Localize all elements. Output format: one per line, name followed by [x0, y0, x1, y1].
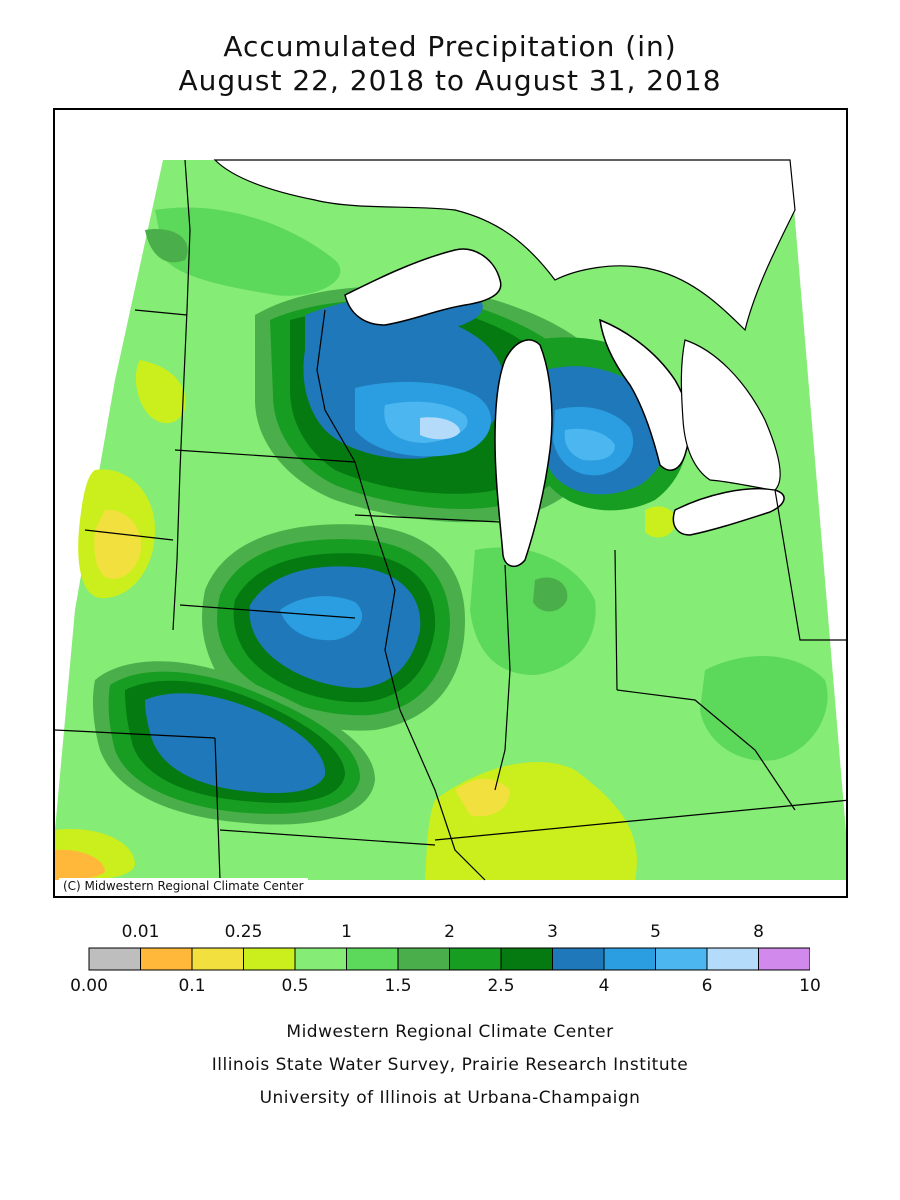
border-mn-wi	[316, 309, 356, 463]
lake-superior	[344, 248, 502, 326]
border-ks-mo	[214, 737, 221, 881]
legend-top-label: 1	[341, 922, 352, 942]
legend-top-label: 0.01	[121, 922, 160, 942]
precip-area-in-green2	[533, 577, 568, 612]
precip-area-sd-yellow2	[94, 509, 142, 579]
border-mo-ky	[399, 709, 486, 881]
precip-area-ne-3	[145, 693, 326, 794]
border-nd-sd	[134, 309, 188, 316]
precip-area-in-green	[470, 547, 596, 675]
precip-area-mi-yellow	[645, 506, 677, 538]
legend-swatch	[706, 947, 759, 971]
map-date-range: August 22, 2018 to August 31, 2018	[178, 64, 722, 97]
lake-erie	[672, 487, 785, 536]
precipitation-map: (C) Midwestern Regional Climate Center	[53, 108, 848, 898]
legend-swatch	[500, 947, 553, 971]
precip-area-lp-5	[564, 428, 615, 461]
border-ia-il	[354, 461, 401, 711]
border-wi-il	[354, 514, 501, 523]
ontario-peninsula	[680, 339, 781, 491]
border-in-oh	[614, 549, 618, 691]
legend-swatch	[88, 947, 141, 971]
map-canvas	[55, 159, 846, 881]
canada-land	[213, 159, 796, 332]
legend-swatch	[603, 947, 656, 971]
precip-area-ia-4	[280, 596, 363, 641]
border-sd-mn	[172, 399, 184, 631]
precip-area-ky-yellow2	[455, 778, 510, 817]
legend-bottom-label: 10	[799, 976, 821, 996]
precip-area-nd-yellow	[135, 360, 186, 424]
border-ia-mo	[179, 604, 356, 619]
border-ne-ks	[55, 729, 216, 739]
legend-top-label: 0.25	[224, 922, 263, 942]
footer-university: University of Illinois at Urbana-Champai…	[259, 1088, 641, 1108]
copyright-label: (C) Midwestern Regional Climate Center	[59, 878, 308, 894]
legend-bottom-label: 2.5	[487, 976, 515, 996]
border-mn-ia	[174, 449, 356, 463]
legend-swatch	[140, 947, 193, 971]
legend-top-label: 2	[444, 922, 455, 942]
legend-top-label: 8	[753, 922, 764, 942]
lake-huron	[599, 318, 691, 471]
border-ky-tn	[434, 799, 846, 841]
legend-swatch	[191, 947, 244, 971]
footer-org: Midwestern Regional Climate Center	[286, 1022, 614, 1042]
color-legend: 0.01 0.25 1 2 3 5 8 0.00 0.1 0.5 1.5 2.5 4 6 10	[70, 920, 821, 1010]
border-oh-wv	[616, 689, 796, 811]
legend-top-label: 5	[650, 922, 661, 942]
lake-michigan	[494, 339, 553, 567]
footer-survey: Illinois State Water Survey, Prairie Res…	[211, 1055, 689, 1075]
precip-area-mn-north	[155, 207, 341, 296]
border-sd-ne	[84, 529, 174, 541]
legend-bottom-label: 6	[701, 976, 713, 996]
legend-swatch	[655, 947, 708, 971]
legend-bottom-label: 4	[598, 976, 610, 996]
legend-swatch	[294, 947, 347, 971]
legend-bottom-label: 0.1	[178, 976, 206, 996]
state-borders	[55, 159, 846, 881]
border-nd-mn	[182, 159, 191, 401]
border-mo-ar	[219, 829, 436, 846]
legend-bottom-label: 1.5	[384, 976, 412, 996]
legend-bar	[88, 947, 810, 971]
legend-swatch	[758, 947, 810, 971]
legend-top-label: 3	[547, 922, 558, 942]
legend-swatch	[449, 947, 502, 971]
precip-area-oh-green	[700, 656, 828, 761]
legend-swatch	[243, 947, 296, 971]
legend-bottom-label: 0.00	[70, 976, 108, 996]
legend-swatch	[397, 947, 450, 971]
precip-area-wi-6	[420, 417, 460, 440]
legend-swatch	[346, 947, 399, 971]
precip-area-ks-orange	[55, 849, 105, 880]
border-il-in	[494, 564, 511, 791]
legend-bottom-label: 0.5	[281, 976, 309, 996]
map-title: Accumulated Precipitation (in)	[223, 30, 677, 63]
legend-swatch	[552, 947, 605, 971]
precip-area-mn-north2	[145, 229, 188, 263]
border-pa	[774, 489, 846, 641]
